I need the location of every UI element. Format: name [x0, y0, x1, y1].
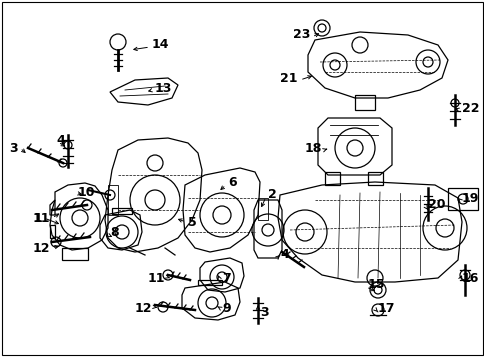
Text: 9: 9: [222, 302, 230, 315]
Text: 5: 5: [188, 216, 197, 228]
Text: 23: 23: [292, 29, 309, 41]
Text: 1: 1: [33, 211, 42, 225]
Text: 15: 15: [367, 278, 385, 292]
Text: 19: 19: [461, 191, 478, 205]
Text: 11: 11: [32, 211, 50, 225]
Text: 10: 10: [78, 186, 95, 200]
Text: 8: 8: [110, 226, 119, 240]
Text: 2: 2: [268, 188, 276, 201]
Text: 7: 7: [222, 272, 230, 285]
Text: 14: 14: [151, 39, 169, 51]
Text: 12: 12: [32, 241, 50, 255]
Text: 13: 13: [155, 81, 172, 95]
Text: 6: 6: [227, 176, 236, 190]
Text: 4: 4: [279, 248, 288, 261]
Text: 3: 3: [9, 141, 18, 155]
Text: 21: 21: [280, 71, 297, 85]
Text: 16: 16: [461, 272, 478, 285]
Text: 18: 18: [304, 141, 321, 155]
Text: 20: 20: [427, 198, 445, 211]
Text: 3: 3: [259, 306, 268, 318]
Text: 11: 11: [147, 272, 165, 285]
Text: 12: 12: [134, 302, 151, 315]
Text: 22: 22: [461, 101, 479, 115]
Text: 17: 17: [377, 302, 394, 315]
Text: 4: 4: [56, 134, 65, 146]
